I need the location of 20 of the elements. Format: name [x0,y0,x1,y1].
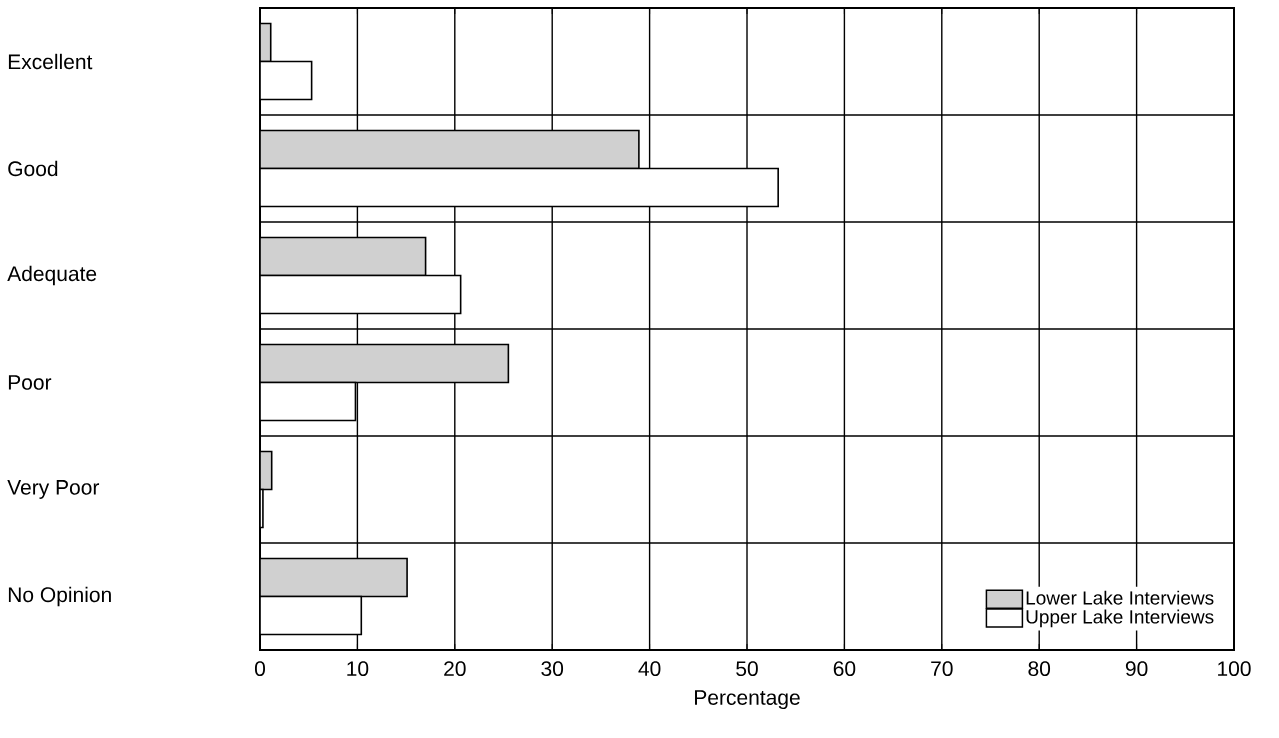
y-tick-label: Very Poor [7,480,100,499]
x-tick-label: 50 [736,661,758,677]
x-tick-label: 100 [1218,661,1251,677]
legend-label: Lower Lake Interviews [1026,590,1214,605]
y-tick-label: Good [8,160,58,177]
x-tick-label: 30 [541,661,564,677]
legend-label: Upper Lake Interviews [1026,609,1214,628]
y-tick-label: Poor [8,375,52,390]
x-tick-label: 40 [638,661,661,677]
x-tick-label: 70 [931,661,953,677]
x-tick-label: 80 [1028,661,1051,677]
x-axis-title: Percentage [695,690,800,710]
x-tick-label: 10 [347,661,369,677]
x-tick-label: 20 [444,661,466,677]
x-tick-label: 60 [833,661,856,677]
y-tick-label: No Opinion [8,586,111,607]
y-tick-label: Adequate [7,265,97,286]
y-tick-label: Excellent [8,53,93,70]
x-tick-label: 0 [254,661,266,677]
x-tick-label: 90 [1125,661,1148,677]
